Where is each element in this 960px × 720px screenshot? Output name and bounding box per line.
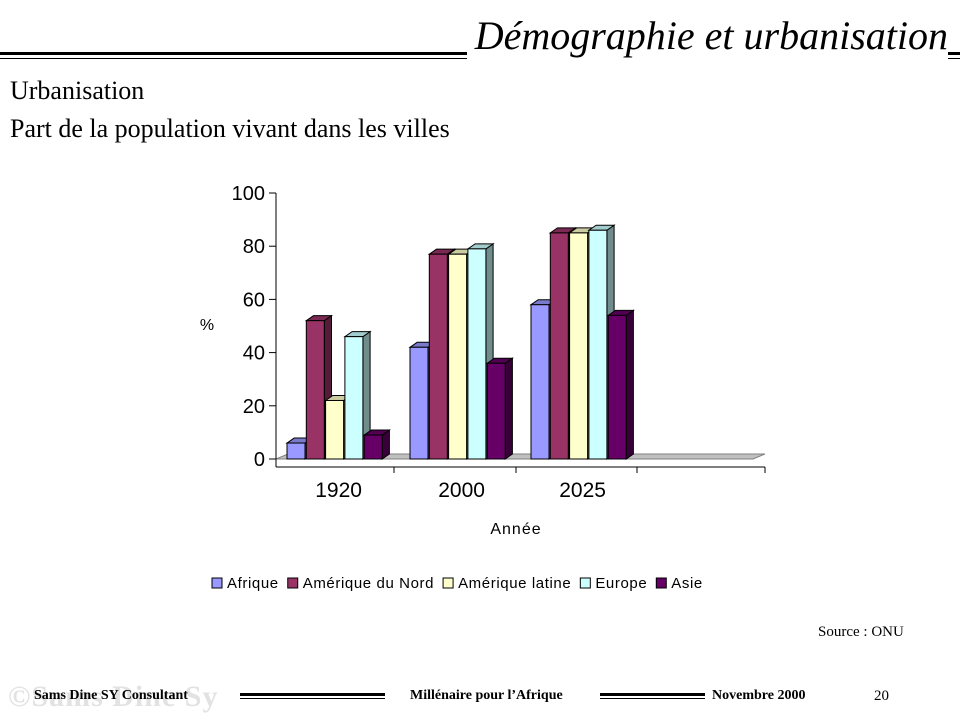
subtitle-block: Urbanisation Part de la population vivan… [10, 72, 450, 148]
y-tick-label: 0 [254, 449, 265, 471]
page-number: 20 [874, 688, 889, 704]
footer: Sams Dine SY Consultant Millénaire pour … [0, 688, 960, 708]
copyright-watermark: ©Sams Dine Sy [8, 680, 219, 713]
bar [486, 362, 506, 460]
bar [530, 304, 550, 460]
footer-rule-right [600, 693, 705, 696]
legend-swatch [655, 577, 667, 589]
bar [549, 232, 569, 460]
bar [363, 434, 383, 460]
bar [448, 253, 468, 460]
legend-label: Afrique [227, 575, 279, 592]
bar [569, 232, 589, 460]
bar [409, 346, 429, 460]
source-note: Source : ONU [818, 624, 904, 640]
legend-swatch [579, 577, 591, 589]
slide-title: Démographie et urbanisation [466, 12, 948, 60]
footer-rule-right-thin [600, 698, 705, 699]
legend-swatch [442, 577, 454, 589]
legend-label: Asie [671, 575, 703, 592]
bar [305, 320, 325, 460]
bar-side [625, 309, 634, 460]
x-tick-label: 2000 [438, 479, 485, 502]
legend-label: Amérique latine [458, 575, 571, 592]
y-tick-label: 80 [243, 236, 265, 258]
legend-label: Amérique du Nord [303, 575, 434, 592]
bar [588, 229, 608, 460]
y-tick-label: 20 [243, 396, 265, 418]
footer-rule-left-thin [240, 698, 385, 699]
footer-date: Novembre 2000 [712, 688, 806, 703]
bar [607, 314, 627, 460]
bar-side [504, 357, 513, 460]
y-tick-label: 100 [232, 183, 265, 205]
footer-author: Sams Dine SY Consultant [34, 688, 188, 703]
bar [467, 248, 487, 460]
bar [344, 336, 364, 460]
subtitle-line-1: Urbanisation [10, 76, 145, 105]
legend-swatch [287, 577, 299, 589]
y-tick-label: 40 [243, 343, 265, 365]
bar [286, 442, 306, 460]
y-axis-label: % [200, 317, 214, 334]
x-tick-label: 1920 [315, 479, 362, 502]
subtitle-line-2: Part de la population vivant dans les vi… [10, 114, 450, 143]
legend-label: Europe [595, 575, 647, 592]
footer-event: Millénaire pour l’Afrique [410, 688, 563, 703]
bar [325, 399, 345, 460]
legend-swatch [211, 577, 223, 589]
bar [428, 253, 448, 460]
y-tick-label: 60 [243, 289, 265, 311]
x-tick-label: 2025 [559, 479, 606, 502]
footer-rule-left [240, 693, 385, 696]
x-axis-label: Année [490, 521, 541, 538]
